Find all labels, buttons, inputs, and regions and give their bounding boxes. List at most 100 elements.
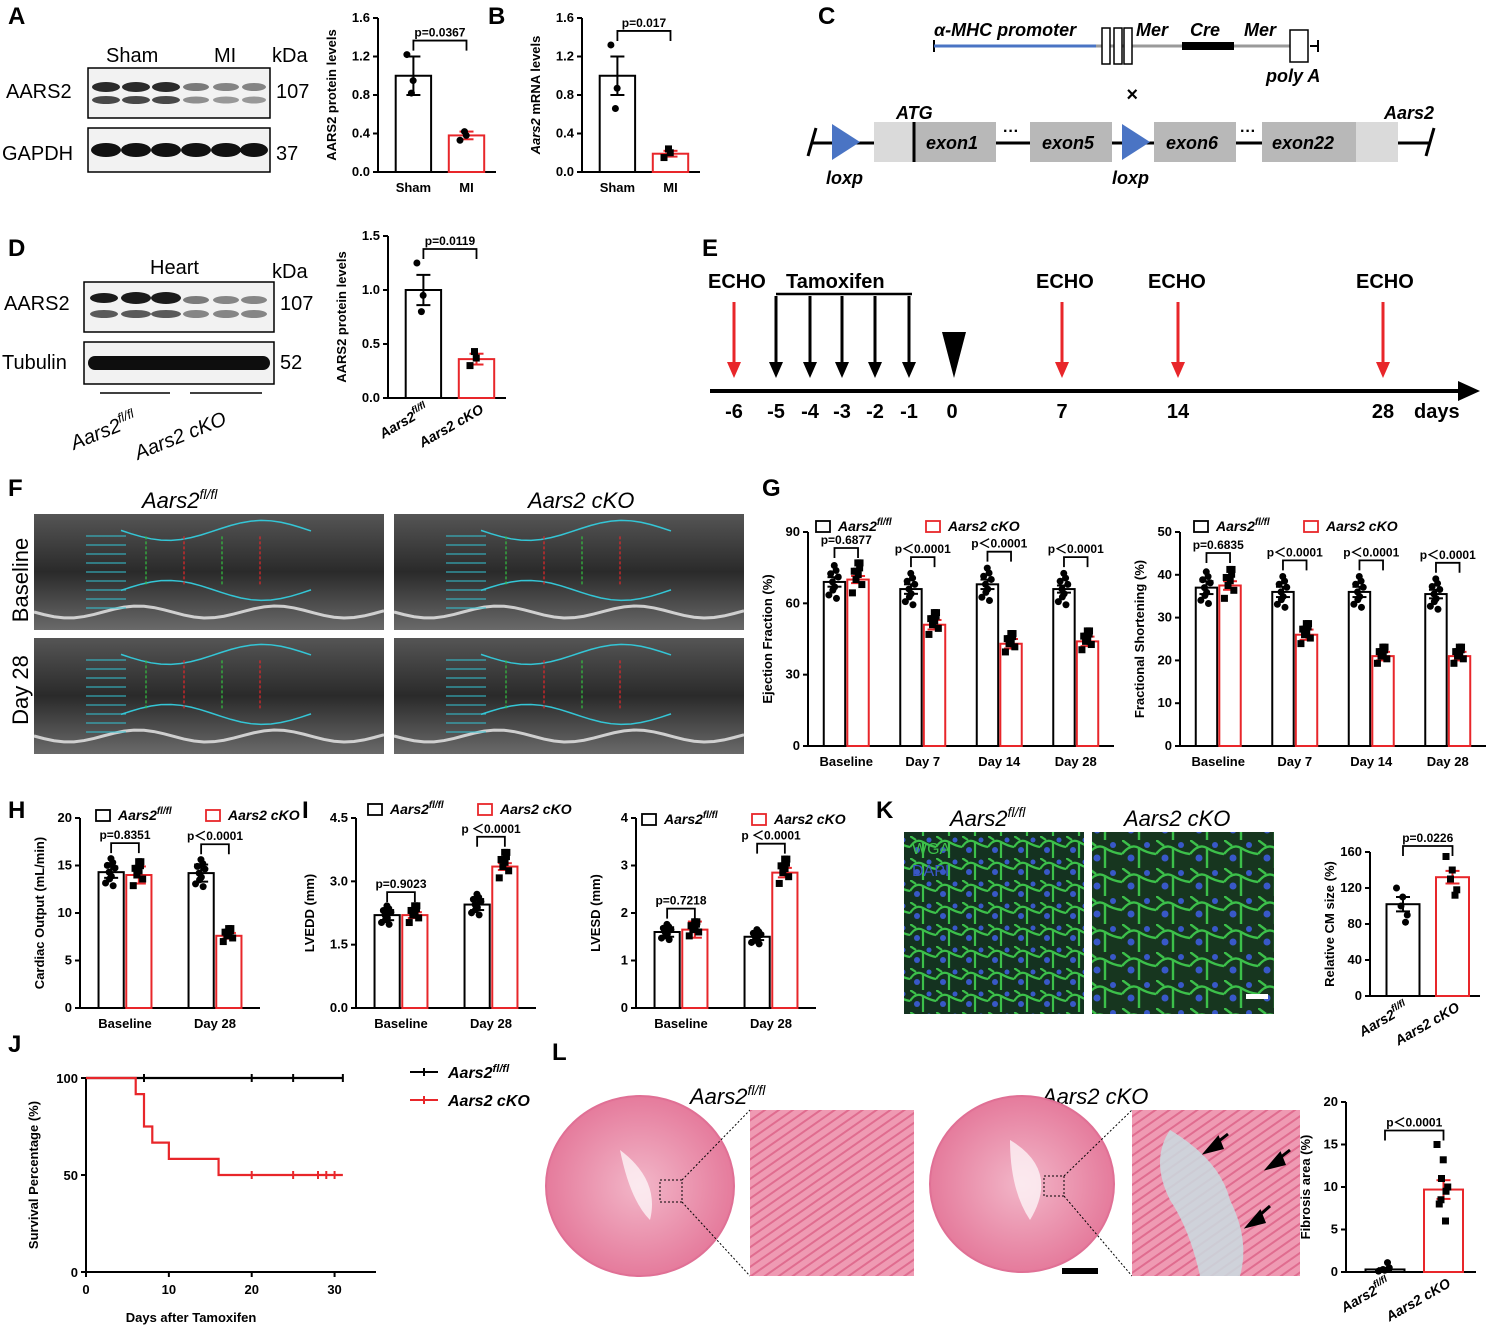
chart-g-ef-s1-0-point-2: [828, 578, 836, 586]
echo-wall-0: [33, 604, 385, 620]
chart-h-s1-1-point-2: [195, 869, 203, 877]
chart-k-0-point-4: [1402, 918, 1409, 926]
chart-l-ytick-label-2: 10: [1324, 1179, 1338, 1194]
chart-g-ef-s2-0-bar: [846, 578, 870, 747]
chart-d-bracket: [422, 248, 478, 259]
construct-promoter-label: α-MHC promoter: [934, 20, 1077, 40]
chart-i-lvesd-ytick-label-1: 1: [621, 953, 628, 968]
chart-i-lvedd-chart: 0.0 1.5 3.0 4.5 LVEDD (mm) p=0.9023 Baseline p …: [302, 810, 536, 1031]
chart-h-ylabel: Cardiac Output (mL/min): [32, 837, 47, 989]
chart-i-lvesd-s1-1-point-7: [755, 940, 763, 948]
construct-exon6: exon6: [1166, 133, 1219, 153]
chart-d-0-point-0: [413, 259, 421, 267]
chart-g-fs-s1-2-point-0: [1350, 600, 1358, 608]
chart-g-fs-s2-0-bar: [1218, 584, 1242, 747]
timeline-day-7: 7: [1056, 401, 1067, 423]
timeline-echo-3: ECHO: [1148, 271, 1206, 293]
chart-g-fs-s2-3-point-8: [1455, 643, 1463, 651]
chart-g-ef-3-pvalue: p＜0.0001: [1048, 542, 1104, 556]
chart-g-ef-chart: 0 30 60 90 Ejection Fraction (%) p=0.6877 Base…: [760, 524, 1114, 769]
chart-a-ytick-label-0: 0.0: [352, 164, 370, 179]
chart-g-ef-s1-3-point-8: [1060, 569, 1068, 577]
timeline-day-4: -2: [866, 401, 884, 423]
chart-i-lvedd-ytick-label-1: 1.5: [330, 937, 348, 952]
chart-i-lvesd-s1-0-point-8: [663, 920, 671, 928]
chart-g-ef-3-bracket: [1063, 556, 1089, 568]
chart-l-cat-1: Aars2 cKO: [1382, 1275, 1453, 1325]
chart-l-0-point-4: [1384, 1259, 1391, 1267]
chart-g-fs-s1-3-bar: [1424, 593, 1448, 747]
chart-g-fs-s2-0-point-8: [1226, 565, 1234, 573]
chart-i-lvedd-ytick-label-3: 4.5: [330, 810, 348, 825]
chart-g-ef-ytick-label-3: 90: [786, 524, 800, 539]
construct-exon22: exon22: [1272, 133, 1334, 153]
chart-g-fs-s1-3-point-0: [1426, 602, 1434, 610]
chart-i-lvedd-s2-1-point-6: [497, 855, 505, 863]
chart-g-ef-s2-1-point-0: [925, 630, 933, 638]
chart-h-ytick-label-1: 5: [65, 953, 72, 968]
echo-trace-bottom-3: [480, 703, 672, 726]
chart-k-bracket: [1402, 845, 1454, 856]
timeline-day-5: -1: [900, 401, 918, 423]
chart-h-1-pvalue: p＜0.0001: [187, 829, 243, 843]
chart-j-xtick-label-3: 30: [327, 1282, 341, 1297]
construct-exon5: exon5: [1042, 133, 1095, 153]
chart-g-ef-cat-2: Day 14: [978, 754, 1021, 769]
chart-i-lvedd-s1-1-point-5: [472, 906, 480, 914]
chart-i-lvedd-1-bracket: [476, 835, 506, 847]
chart-h-s2-0-point-2: [133, 871, 141, 879]
chart-d-ylabel: AARS2 protein levels: [334, 251, 349, 383]
chart-l-0-point-2: [1379, 1265, 1387, 1273]
chart-g-fs-s2-3-bar: [1447, 655, 1472, 747]
chart-d-0-point-1: [419, 291, 427, 299]
micro-image-cko: [1092, 832, 1274, 1014]
chart-g-ef-s2-3-point-3: [1087, 641, 1095, 649]
chart-g-fs-s1-3-point-7: [1434, 605, 1442, 613]
chart-i-lvesd-ytick-label-4: 4: [621, 810, 629, 825]
construct-polya: poly A: [1265, 66, 1320, 86]
chart-g-ef-ytick-label-2: 60: [786, 595, 800, 610]
chart-g-ef-1-bracket: [910, 556, 936, 568]
chart-h-s2-1-point-6: [221, 928, 229, 936]
panel-letter-d: D: [8, 235, 25, 262]
timeline-tam-arrowhead-3: [835, 362, 849, 378]
blot-d-group-cko: Aars2 cKO: [131, 408, 230, 465]
chart-g-ef-s1-3-point-3: [1064, 580, 1072, 588]
chart-g-fs-1-pvalue: p＜0.0001: [1267, 545, 1323, 559]
chart-a-0-point-1: [409, 77, 417, 85]
chart-i-lvedd-1-pvalue: p ＜0.0001: [461, 822, 521, 836]
chart-g-fs-s1-1-point-5: [1277, 596, 1285, 604]
chart-i-lvedd-s1-0-bar: [373, 914, 401, 1009]
chart-g-fs-s2-2-point-6: [1375, 648, 1383, 656]
chart-h-s2-1-point-8: [225, 925, 233, 933]
chart-g-ef-s1-3-point-0: [1054, 598, 1062, 606]
micro-col-fl: Aars2fl/fl: [948, 804, 1026, 831]
chart-a-ytick-label-3: 1.2: [352, 49, 370, 64]
chart-d-0-bar: [404, 289, 443, 399]
chart-b-ytick-label-3: 1.2: [556, 49, 574, 64]
blot-d-kda: kDa: [272, 261, 308, 283]
chart-h-ytick-label-2: 10: [58, 905, 72, 920]
blot-d-row-tubulin: Tubulin: [2, 352, 67, 374]
panel-letter-l: L: [552, 1039, 567, 1066]
timeline-tam-arrowhead-1: [769, 362, 783, 378]
chart-i-lvedd-s1-1-bar: [463, 903, 491, 1009]
chart-g-ef-s2-3-bar: [1075, 640, 1100, 748]
h-legend-swatch-2: [205, 809, 221, 822]
panel-letter-e: E: [702, 235, 718, 262]
chart-a-ytick-label-4: 1.6: [352, 10, 370, 25]
chart-g-ef-s1-3-point-2: [1058, 585, 1066, 593]
chart-g-fs-ytick-label-3: 30: [1158, 610, 1172, 625]
chart-g-fs-ytick-label-1: 10: [1158, 695, 1172, 710]
chart-d-1-point-0: [466, 362, 474, 370]
echo-trace-top-2: [120, 643, 312, 666]
chart-i-lvedd-0-pvalue: p=0.9023: [375, 877, 426, 891]
chart-i-lvesd-s2-0-point-8: [691, 918, 699, 926]
blot-a-kda: kDa: [272, 45, 308, 67]
chart-g-fs-s2-2-point-2: [1377, 652, 1385, 660]
chart-g-fs-s2-0-point-0: [1220, 594, 1228, 602]
chart-l-bracket: [1384, 1129, 1445, 1141]
echo-wall-2: [33, 728, 385, 744]
chart-i-lvesd-ytick-label-3: 3: [621, 858, 628, 873]
